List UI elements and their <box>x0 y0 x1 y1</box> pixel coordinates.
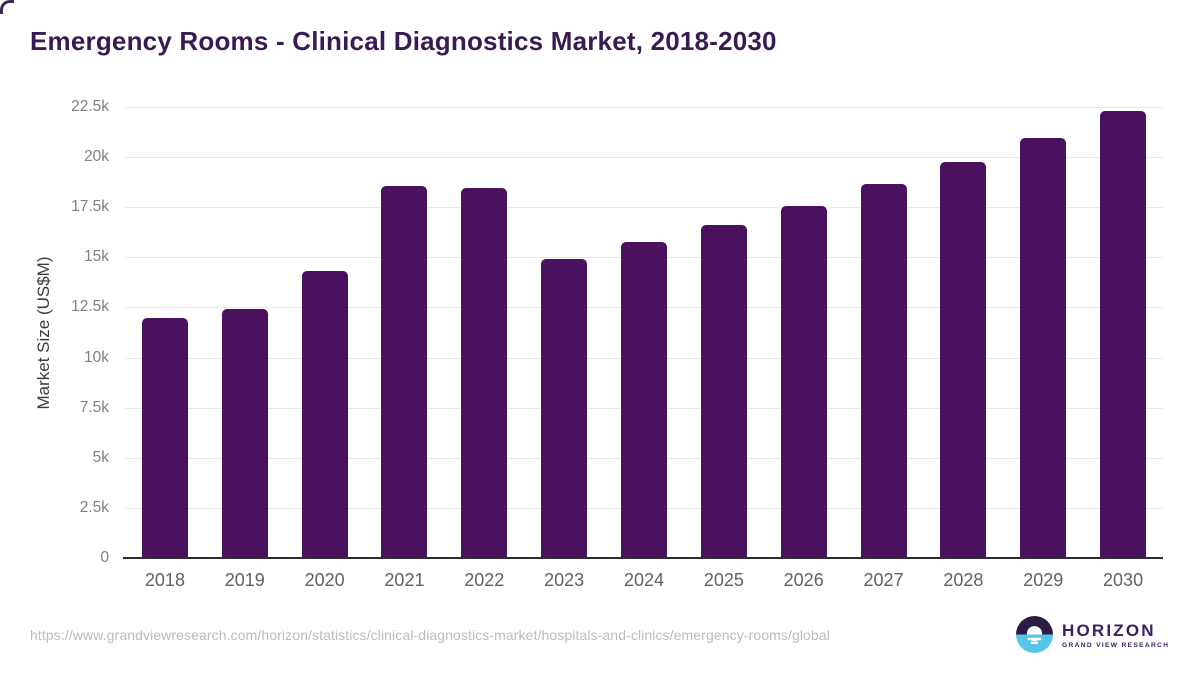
bar-2026 <box>780 206 827 558</box>
x-tick-label: 2020 <box>304 570 345 590</box>
x-tick-label: 2018 <box>144 570 185 590</box>
bar-2021 <box>381 186 428 558</box>
bar-2025 <box>700 225 747 558</box>
gridline <box>125 157 1163 159</box>
y-tick-label: 12.5k <box>71 298 109 316</box>
x-tick-label: 2026 <box>783 570 824 590</box>
x-axis-line <box>123 557 1163 559</box>
bar-2030 <box>1100 111 1147 558</box>
x-tick-label: 2029 <box>1023 570 1064 590</box>
y-tick-label: 22.5k <box>71 98 109 115</box>
bar-2022 <box>461 188 508 558</box>
x-tick-label: 2023 <box>544 570 585 590</box>
horizon-logo-text: HORIZON GRAND VIEW RESEARCH <box>1062 621 1169 649</box>
bar-2027 <box>860 184 907 558</box>
chart-title: Emergency Rooms - Clinical Diagnostics M… <box>30 26 777 56</box>
horizon-logo: HORIZON GRAND VIEW RESEARCH <box>1016 616 1169 653</box>
x-tick-label: 2019 <box>224 570 265 590</box>
bar-2020 <box>301 271 348 558</box>
x-tick-label: 2024 <box>623 570 665 590</box>
bar-2029 <box>1020 138 1067 558</box>
y-tick-label: 10k <box>84 348 109 366</box>
logo-subtitle: GRAND VIEW RESEARCH <box>1062 641 1170 649</box>
bar-2023 <box>541 259 588 558</box>
x-tick-label: 2030 <box>1103 570 1144 590</box>
y-tick-label: 20k <box>84 148 109 166</box>
y-tick-label: 2.5k <box>79 498 109 516</box>
y-tick-label: 7.5k <box>79 398 109 416</box>
bar-2024 <box>621 242 667 558</box>
bar-2018 <box>141 318 188 558</box>
bar-2019 <box>221 309 268 558</box>
source-url: https://www.grandviewresearch.com/horizo… <box>30 627 830 643</box>
y-tick-label: 0 <box>100 549 109 566</box>
x-tick-label: 2028 <box>943 570 984 590</box>
x-tick-label: 2027 <box>863 570 904 590</box>
y-tick-label: 17.5k <box>71 198 109 216</box>
y-tick-label: 5k <box>92 448 109 466</box>
logo-name: HORIZON <box>1062 620 1156 640</box>
y-tick-label: 15k <box>84 248 109 266</box>
gridline <box>125 107 1163 108</box>
x-tick-label: 2022 <box>464 570 505 590</box>
page-corner-decoration <box>0 0 14 14</box>
x-tick-label: 2025 <box>703 570 744 590</box>
gridline <box>125 207 1163 209</box>
bar-2028 <box>940 162 987 558</box>
horizon-sun-icon <box>1016 616 1053 653</box>
x-tick-label: 2021 <box>384 570 425 590</box>
y-axis-title: Market Size (US$M) <box>34 256 53 410</box>
plot-area: 0 2.5k 5k 7.5k 10k 12.5k 15k 17.5k 20k 22.5k 2018 2… <box>71 98 1163 590</box>
